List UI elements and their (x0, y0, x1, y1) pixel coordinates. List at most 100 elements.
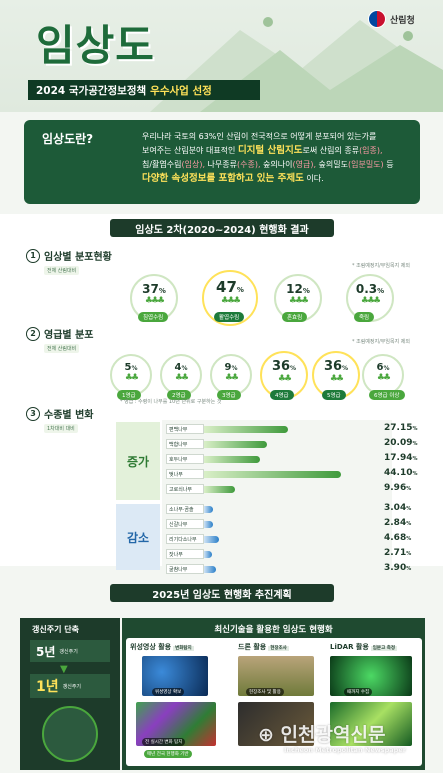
tree-icon: ♣♣♣ (144, 296, 165, 306)
s2-circle: 5% ♣♣ (110, 354, 152, 396)
table-row: 백합나무 20.09% (166, 438, 436, 449)
species-value-num: 27.15 (384, 423, 413, 433)
table-row: 굴참나무 3.90% (166, 563, 436, 574)
s2-heading: 2 영급별 분포 (26, 326, 93, 341)
s1-sub: 전체 산림대비 (44, 266, 80, 275)
agency-name: 산림청 (390, 15, 415, 26)
species-bar (204, 471, 342, 478)
s1-heading: 1 임상별 분포현황 (26, 248, 112, 263)
species-bar (204, 486, 235, 493)
species-value: 2.71% (384, 548, 434, 558)
species-value: 17.94% (384, 453, 434, 463)
species-value-num: 4.68 (384, 533, 407, 543)
intro-l2a: 보여주는 산림분야 대표적인 (142, 146, 236, 155)
table-row: 리기다소나무 4.68% (166, 533, 436, 544)
intro-l4b: 이다. (306, 174, 324, 183)
s1-label: 죽림 (354, 312, 375, 322)
s1-title: 임상별 분포현황 (44, 252, 112, 263)
newspaper-watermark: ⊕ 인천광역신문 Incheon Metropolitan Newspaper (258, 718, 443, 772)
tree-icon: ♣♣♣ (360, 296, 381, 306)
watermark-logo-icon: ⊕ (258, 724, 274, 746)
species-value-unit: % (406, 551, 412, 557)
s1-pct-unit: % (377, 287, 385, 295)
watermark-english: Incheon Metropolitan Newspaper (284, 746, 406, 754)
species-bar (204, 536, 219, 543)
intro-l3h: (임분밀도) (348, 160, 384, 169)
s2-pct: 36% (324, 359, 348, 374)
species-value: 27.15% (384, 423, 434, 433)
s2-pct: 9% (225, 362, 238, 373)
satellite-cap-2: 전 실시간 변화 탐지 (142, 738, 186, 746)
species-bar (204, 506, 214, 513)
species-bar (204, 441, 267, 448)
s1-label: 혼효림 (282, 312, 308, 322)
species-bar (204, 521, 213, 528)
s1-pct-unit: % (236, 286, 244, 294)
species-label: 잣나무 (166, 549, 204, 559)
tech-lidar-name: LiDAR 활용 (330, 643, 369, 651)
s2-pct-unit: % (181, 365, 188, 372)
national-emblem-icon (368, 10, 386, 28)
intro-l2b: 디지털 산림지도 (237, 145, 303, 156)
tech-drone-title: 드론 활용 현장조사 (238, 642, 289, 652)
subtitle-banner: 2024 국가공간정보정책 우수사업 선정 (28, 80, 260, 100)
s2-pct-value: 36 (271, 359, 291, 374)
s3-number: 3 (26, 406, 40, 421)
drone-field-image (238, 702, 314, 746)
tech-satellite-name: 위성영상 활용 (130, 643, 172, 651)
from-cycle: 5년 갱신주기 (30, 640, 110, 662)
species-value-unit: % (412, 456, 418, 462)
s1-pct-unit: % (302, 287, 310, 295)
intro-question: 임상도란? (42, 132, 94, 146)
species-value-num: 2.71 (384, 548, 407, 558)
s3-sub: 1차대비 대비 (44, 424, 78, 433)
species-value-num: 20.09 (384, 438, 413, 448)
s2-sub: 전체 산림대비 (44, 344, 80, 353)
to-label: 갱신주기 (62, 683, 82, 690)
cycle-panel: 갱신주기 단축 5년 갱신주기 ▼ 1년 갱신주기 (20, 618, 120, 770)
species-label: 소나무·곰솔 (166, 504, 204, 514)
s2-pct-value: 4 (174, 362, 182, 373)
tree-icon: ♣♣ (124, 373, 139, 383)
s2-note: * 조림예정지/무임목지 제외 (352, 339, 410, 345)
species-label: 신갈나무 (166, 519, 204, 529)
s2-label: 2영급 (167, 390, 191, 400)
species-value-unit: % (406, 506, 412, 512)
watermark-korean: ⊕ 인천광역신문 (258, 720, 385, 747)
s1-pct: 47% (216, 278, 244, 296)
intro-box: 임상도란? 우리나라 국토의 63%인 산림이 전국적으로 어떻게 분포되어 있… (24, 120, 420, 204)
s2-pct-unit: % (231, 365, 238, 372)
s1-pct-value: 12 (286, 282, 303, 296)
s2-number: 2 (26, 326, 40, 341)
s1-circle: 0.3% ♣♣♣ (346, 274, 394, 322)
tech-satellite-tag: 변화탐지 (173, 646, 194, 651)
species-value: 44.10% (384, 468, 434, 478)
species-value-unit: % (406, 566, 412, 572)
s3-title: 수종별 변화 (44, 410, 94, 421)
arrow-down-icon: ▼ (60, 664, 68, 675)
tree-icon: ♣♣ (277, 374, 292, 384)
korea-map-icon (42, 706, 98, 762)
s1-label: 활엽수림 (214, 312, 245, 322)
s2-circle: 36% ♣♣ (312, 351, 360, 399)
s2-pct: 6% (377, 362, 390, 373)
species-value-num: 3.90 (384, 563, 407, 573)
species-bar (204, 426, 289, 433)
tree-icon: ♣♣ (174, 373, 189, 383)
table-row: 편백나무 27.15% (166, 423, 436, 434)
s2-label: 3영급 (217, 390, 241, 400)
s2-pct-value: 36 (323, 359, 343, 374)
s2-pct-value: 6 (376, 362, 384, 373)
species-bar (204, 566, 217, 573)
s1-pct: 0.3% (356, 282, 384, 296)
s1-pct-unit: % (158, 287, 166, 295)
lidar-3d-image (330, 702, 412, 746)
tree-icon: ♣♣ (224, 373, 239, 383)
species-label: 백합나무 (166, 439, 204, 449)
drone-cap-1: 현장조사 및 활용 (246, 688, 284, 696)
intro-l3d: (수종), (237, 160, 261, 169)
s1-pct-value: 37 (142, 282, 159, 296)
intro-l2d: (임종), (359, 146, 383, 155)
species-value-unit: % (406, 521, 412, 527)
s2-pct-unit: % (131, 365, 138, 372)
